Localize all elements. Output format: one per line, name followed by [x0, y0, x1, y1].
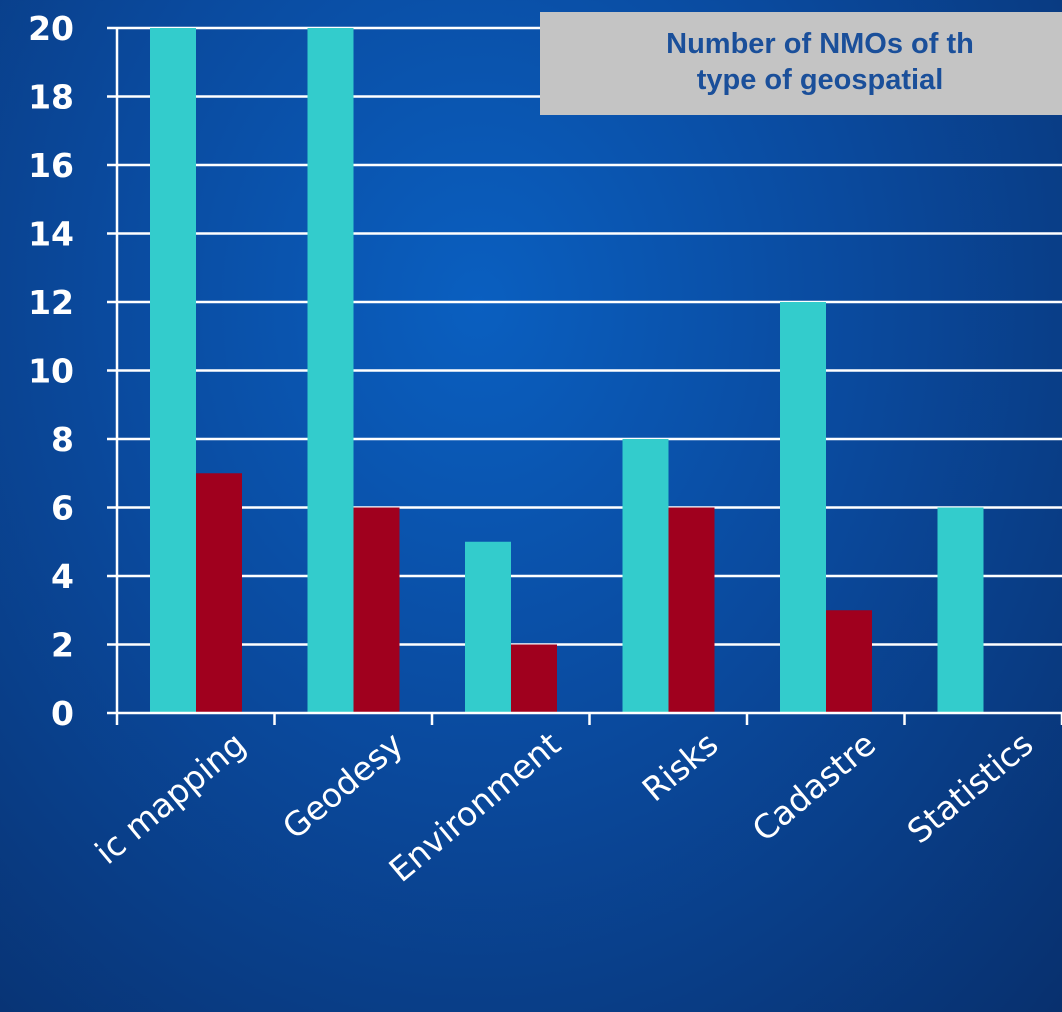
gridlines	[117, 26, 1062, 646]
y-tick-label: 4	[51, 557, 74, 596]
y-tick-label: 14	[28, 215, 74, 254]
bar-series-1	[622, 439, 669, 713]
category-label: Geodesy	[275, 724, 410, 846]
bar-series-1	[465, 541, 511, 713]
y-tick-label: 18	[28, 78, 74, 117]
category-label: Cadastre	[745, 724, 883, 849]
y-tick-label: 20	[28, 9, 74, 48]
y-tick-label: 16	[28, 146, 74, 185]
category-label: Risks	[635, 724, 726, 809]
bar-series-1	[150, 28, 196, 713]
chart-title-line-2: type of geospatial	[696, 64, 944, 96]
y-tick-label: 12	[28, 283, 74, 322]
y-tick-labels: 0 2 4 6 8 10 12 14 16 18 20	[28, 9, 74, 733]
category-label: Statistics	[900, 724, 1041, 851]
bars	[150, 28, 984, 713]
bar-series-2	[826, 610, 872, 713]
bar-series-1	[307, 28, 354, 713]
y-tick-label: 8	[51, 420, 74, 459]
bar-series-2	[668, 507, 715, 713]
chart-title-line-1: Number of NMOs of th	[666, 28, 974, 60]
y-tick-label: 10	[28, 352, 74, 391]
bar-series-1	[780, 302, 826, 713]
axes	[107, 26, 1062, 725]
category-label: ic mapping	[88, 724, 253, 872]
category-label: Environment	[381, 724, 568, 889]
chart-title: Number of NMOs of th type of geospatial	[540, 12, 1062, 115]
y-tick-label: 6	[51, 489, 74, 528]
y-tick-label: 2	[51, 626, 74, 665]
bar-series-2	[353, 507, 400, 713]
bar-series-2	[511, 644, 557, 713]
y-tick-label: 0	[51, 694, 74, 733]
bar-series-1	[937, 507, 984, 713]
bar-series-2	[196, 473, 242, 713]
